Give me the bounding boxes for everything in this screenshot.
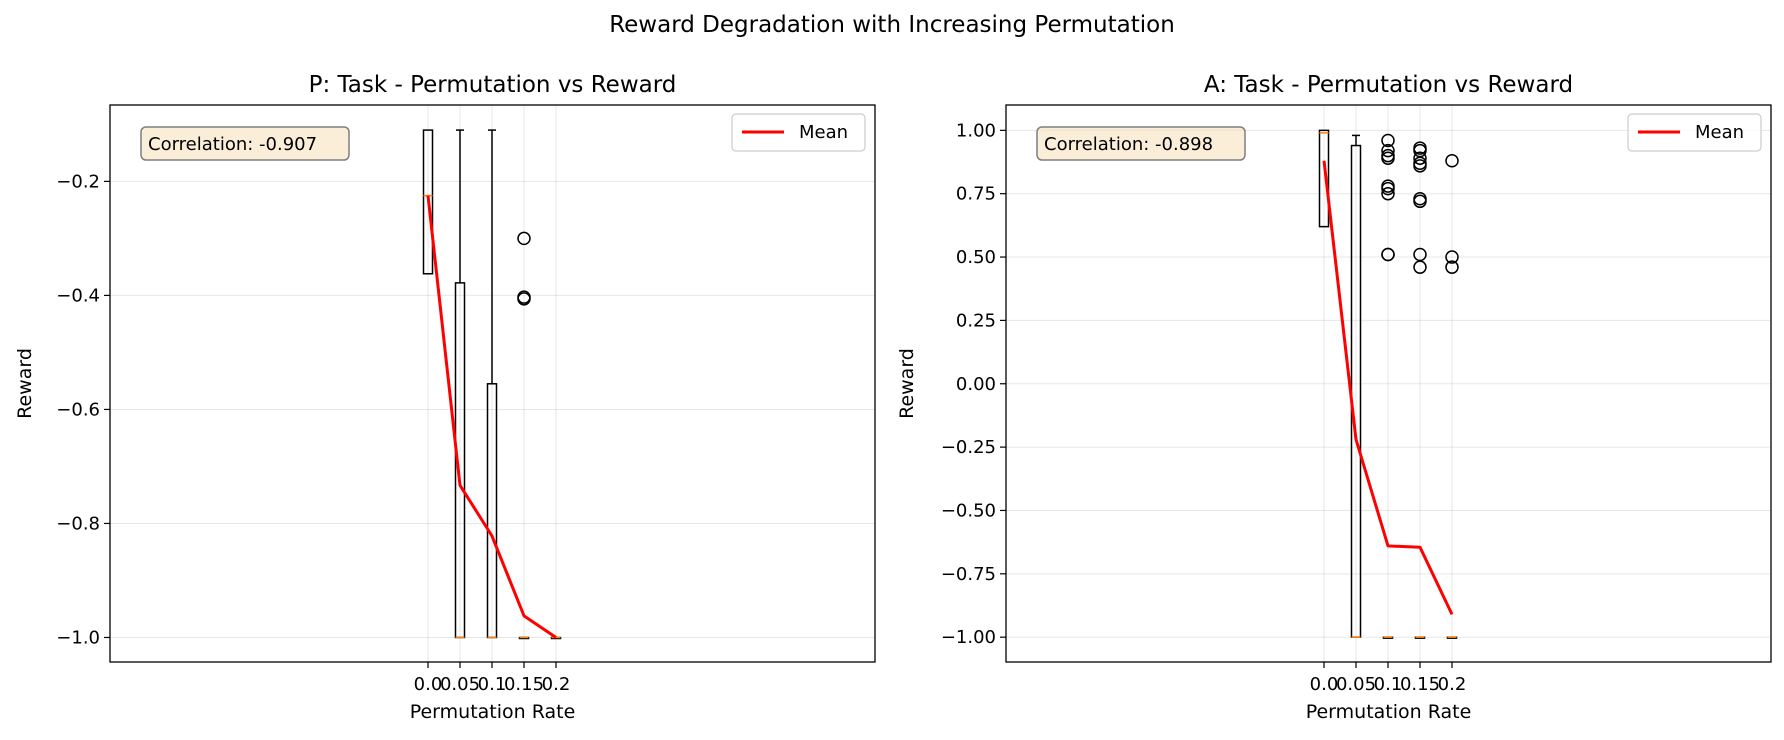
chart-1-y-tick-label-1: −0.8: [56, 513, 100, 534]
chart-2-box-4-flier-2: [1445, 260, 1459, 274]
chart-2-y-tick-label-5: 0.25: [956, 310, 996, 331]
chart-1-correlation-text: Correlation: -0.907: [148, 134, 317, 155]
chart-2-box-3-flier-2: [1413, 151, 1427, 165]
chart-2-box-3-flier-8: [1413, 260, 1427, 274]
chart-2-box-4-flier-1: [1445, 250, 1459, 264]
chart-2-box-2-flier-5: [1381, 181, 1395, 196]
chart-2-title: A: Task - Permutation vs Reward: [1204, 72, 1573, 98]
chart-2-y-tick-label-3: −0.25: [941, 437, 996, 458]
chart-1-x-tick-label-4: 0.2: [542, 674, 571, 695]
chart-2-box-3-flier-6: [1413, 194, 1427, 209]
figure-suptitle: Reward Degradation with Increasing Permu…: [609, 12, 1175, 38]
chart-1-y-tick-label-4: −0.2: [56, 171, 100, 192]
chart-1-box-0-body: [422, 129, 434, 275]
chart-1-box-2: [486, 129, 498, 639]
chart-1-x-tick-label-1: 0.05: [440, 674, 480, 695]
chart-2-box-4-flier-0: [1445, 154, 1459, 168]
chart-1-box-3-flier-2: [517, 292, 531, 306]
chart-2-y-tick-label-0: −1.00: [941, 627, 996, 648]
chart-2-x-tick-label-0: 0.0: [1310, 674, 1339, 695]
chart-1-x-tick-label-0: 0.0: [414, 674, 443, 695]
chart-1-box-3: [517, 231, 531, 640]
chart-2-x-tick-label-3: 0.15: [1400, 674, 1440, 695]
chart-1-legend-box: [731, 113, 866, 152]
chart-1-x-axis-label: Permutation Rate: [410, 701, 576, 723]
chart-1-box-4: [550, 636, 562, 640]
chart-1-box-1: [454, 129, 466, 639]
chart-2-correlation-box: [1036, 126, 1246, 161]
chart-2-box-2-flier-0: [1381, 133, 1395, 148]
chart-1-x-tick-label-2: 0.1: [478, 674, 507, 695]
chart-1-legend-label: Mean: [799, 122, 848, 143]
chart-2-y-tick-label-1: −0.75: [941, 564, 996, 585]
chart-1-panel: −1.0 −0.8 −0.6 −0.4 −0.2 0.00.050.10.150.2 Per…: [14, 72, 876, 723]
chart-1-y-tick-label-0: −1.0: [56, 627, 100, 648]
chart-1-correlation-box: [140, 126, 350, 161]
chart-2-box-2-flier-6: [1381, 186, 1395, 201]
chart-1-y-tick-label-3: −0.4: [56, 285, 100, 306]
chart-1-y-tick-label-2: −0.6: [56, 399, 100, 420]
chart-2-correlation-text: Correlation: -0.898: [1044, 134, 1213, 155]
chart-2-box-3: [1413, 141, 1427, 639]
chart-2-box-2-flier-1: [1381, 143, 1395, 158]
chart-2-x-tick-label-4: 0.2: [1438, 674, 1467, 695]
chart-2-box-4: [1445, 154, 1459, 639]
chart-2-box-0: [1318, 129, 1330, 228]
chart-2-y-tick-label-7: 0.75: [956, 184, 996, 205]
chart-2-panel: −1.00 −0.75 −0.50 −0.25 0.00 0.25 0.50 0.75 1.00…: [896, 72, 1772, 723]
chart-1-x-tick-label-3: 0.15: [504, 674, 544, 695]
chart-2-box-3-flier-4: [1413, 159, 1427, 173]
chart-2-x-tick-label-1: 0.05: [1336, 674, 1376, 695]
chart-2-y-tick-label-6: 0.50: [956, 247, 996, 268]
chart-2-legend-box: [1627, 113, 1762, 152]
chart-2-box-2-flier-3: [1381, 151, 1395, 165]
chart-2-x-axis-label: Permutation Rate: [1306, 701, 1472, 723]
chart-2-box-2: [1381, 133, 1395, 639]
chart-1-y-axis-label: Reward: [14, 348, 36, 419]
chart-1-title: P: Task - Permutation vs Reward: [309, 72, 677, 98]
chart-2-box-0-body: [1318, 129, 1330, 228]
chart-2-legend-label: Mean: [1695, 122, 1744, 143]
chart-2-box-2-flier-8: [1381, 247, 1395, 262]
chart-2-x-tick-label-2: 0.1: [1374, 674, 1403, 695]
chart-2-y-axis-label: Reward: [896, 348, 918, 419]
chart-2-y-tick-label-4: 0.00: [956, 374, 996, 395]
chart-1-box-3-flier-0: [517, 231, 531, 246]
chart-2-y-tick-label-2: −0.50: [941, 500, 996, 521]
chart-2-y-tick-label-8: 1.00: [956, 120, 996, 141]
